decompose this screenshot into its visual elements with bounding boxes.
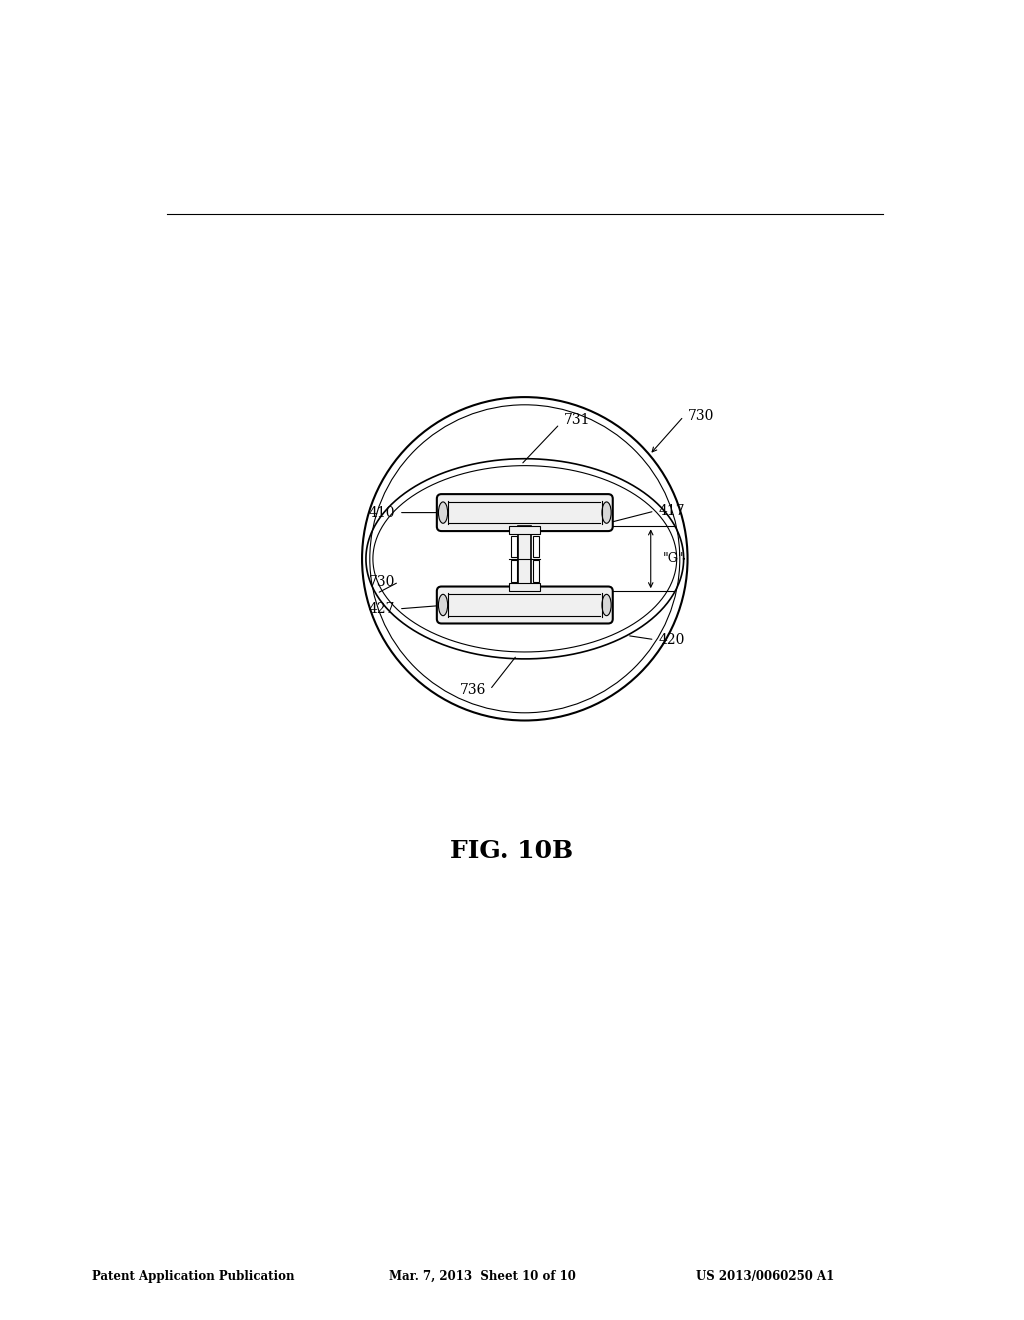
Ellipse shape (438, 594, 447, 615)
FancyBboxPatch shape (437, 494, 612, 531)
Bar (511, 536, 517, 557)
Text: 731: 731 (563, 413, 590, 428)
Ellipse shape (438, 502, 447, 523)
FancyBboxPatch shape (437, 586, 612, 623)
Text: Mar. 7, 2013  Sheet 10 of 10: Mar. 7, 2013 Sheet 10 of 10 (389, 1270, 575, 1283)
Text: 420: 420 (658, 632, 685, 647)
Text: 730: 730 (687, 409, 714, 424)
Bar (532, 560, 539, 582)
Text: 730: 730 (369, 576, 395, 589)
Bar (532, 536, 539, 557)
Ellipse shape (602, 594, 611, 615)
Bar (518, 527, 531, 591)
Text: 417: 417 (658, 504, 685, 517)
Text: Patent Application Publication: Patent Application Publication (92, 1270, 295, 1283)
Bar (509, 583, 541, 591)
Bar (509, 527, 541, 535)
Text: 736: 736 (460, 682, 486, 697)
Text: 410: 410 (369, 506, 395, 520)
Bar (511, 560, 517, 582)
Text: FIG. 10B: FIG. 10B (451, 840, 573, 863)
Text: US 2013/0060250 A1: US 2013/0060250 A1 (696, 1270, 835, 1283)
Ellipse shape (602, 502, 611, 523)
Text: "G": "G" (663, 552, 684, 565)
Text: 427: 427 (369, 602, 395, 616)
